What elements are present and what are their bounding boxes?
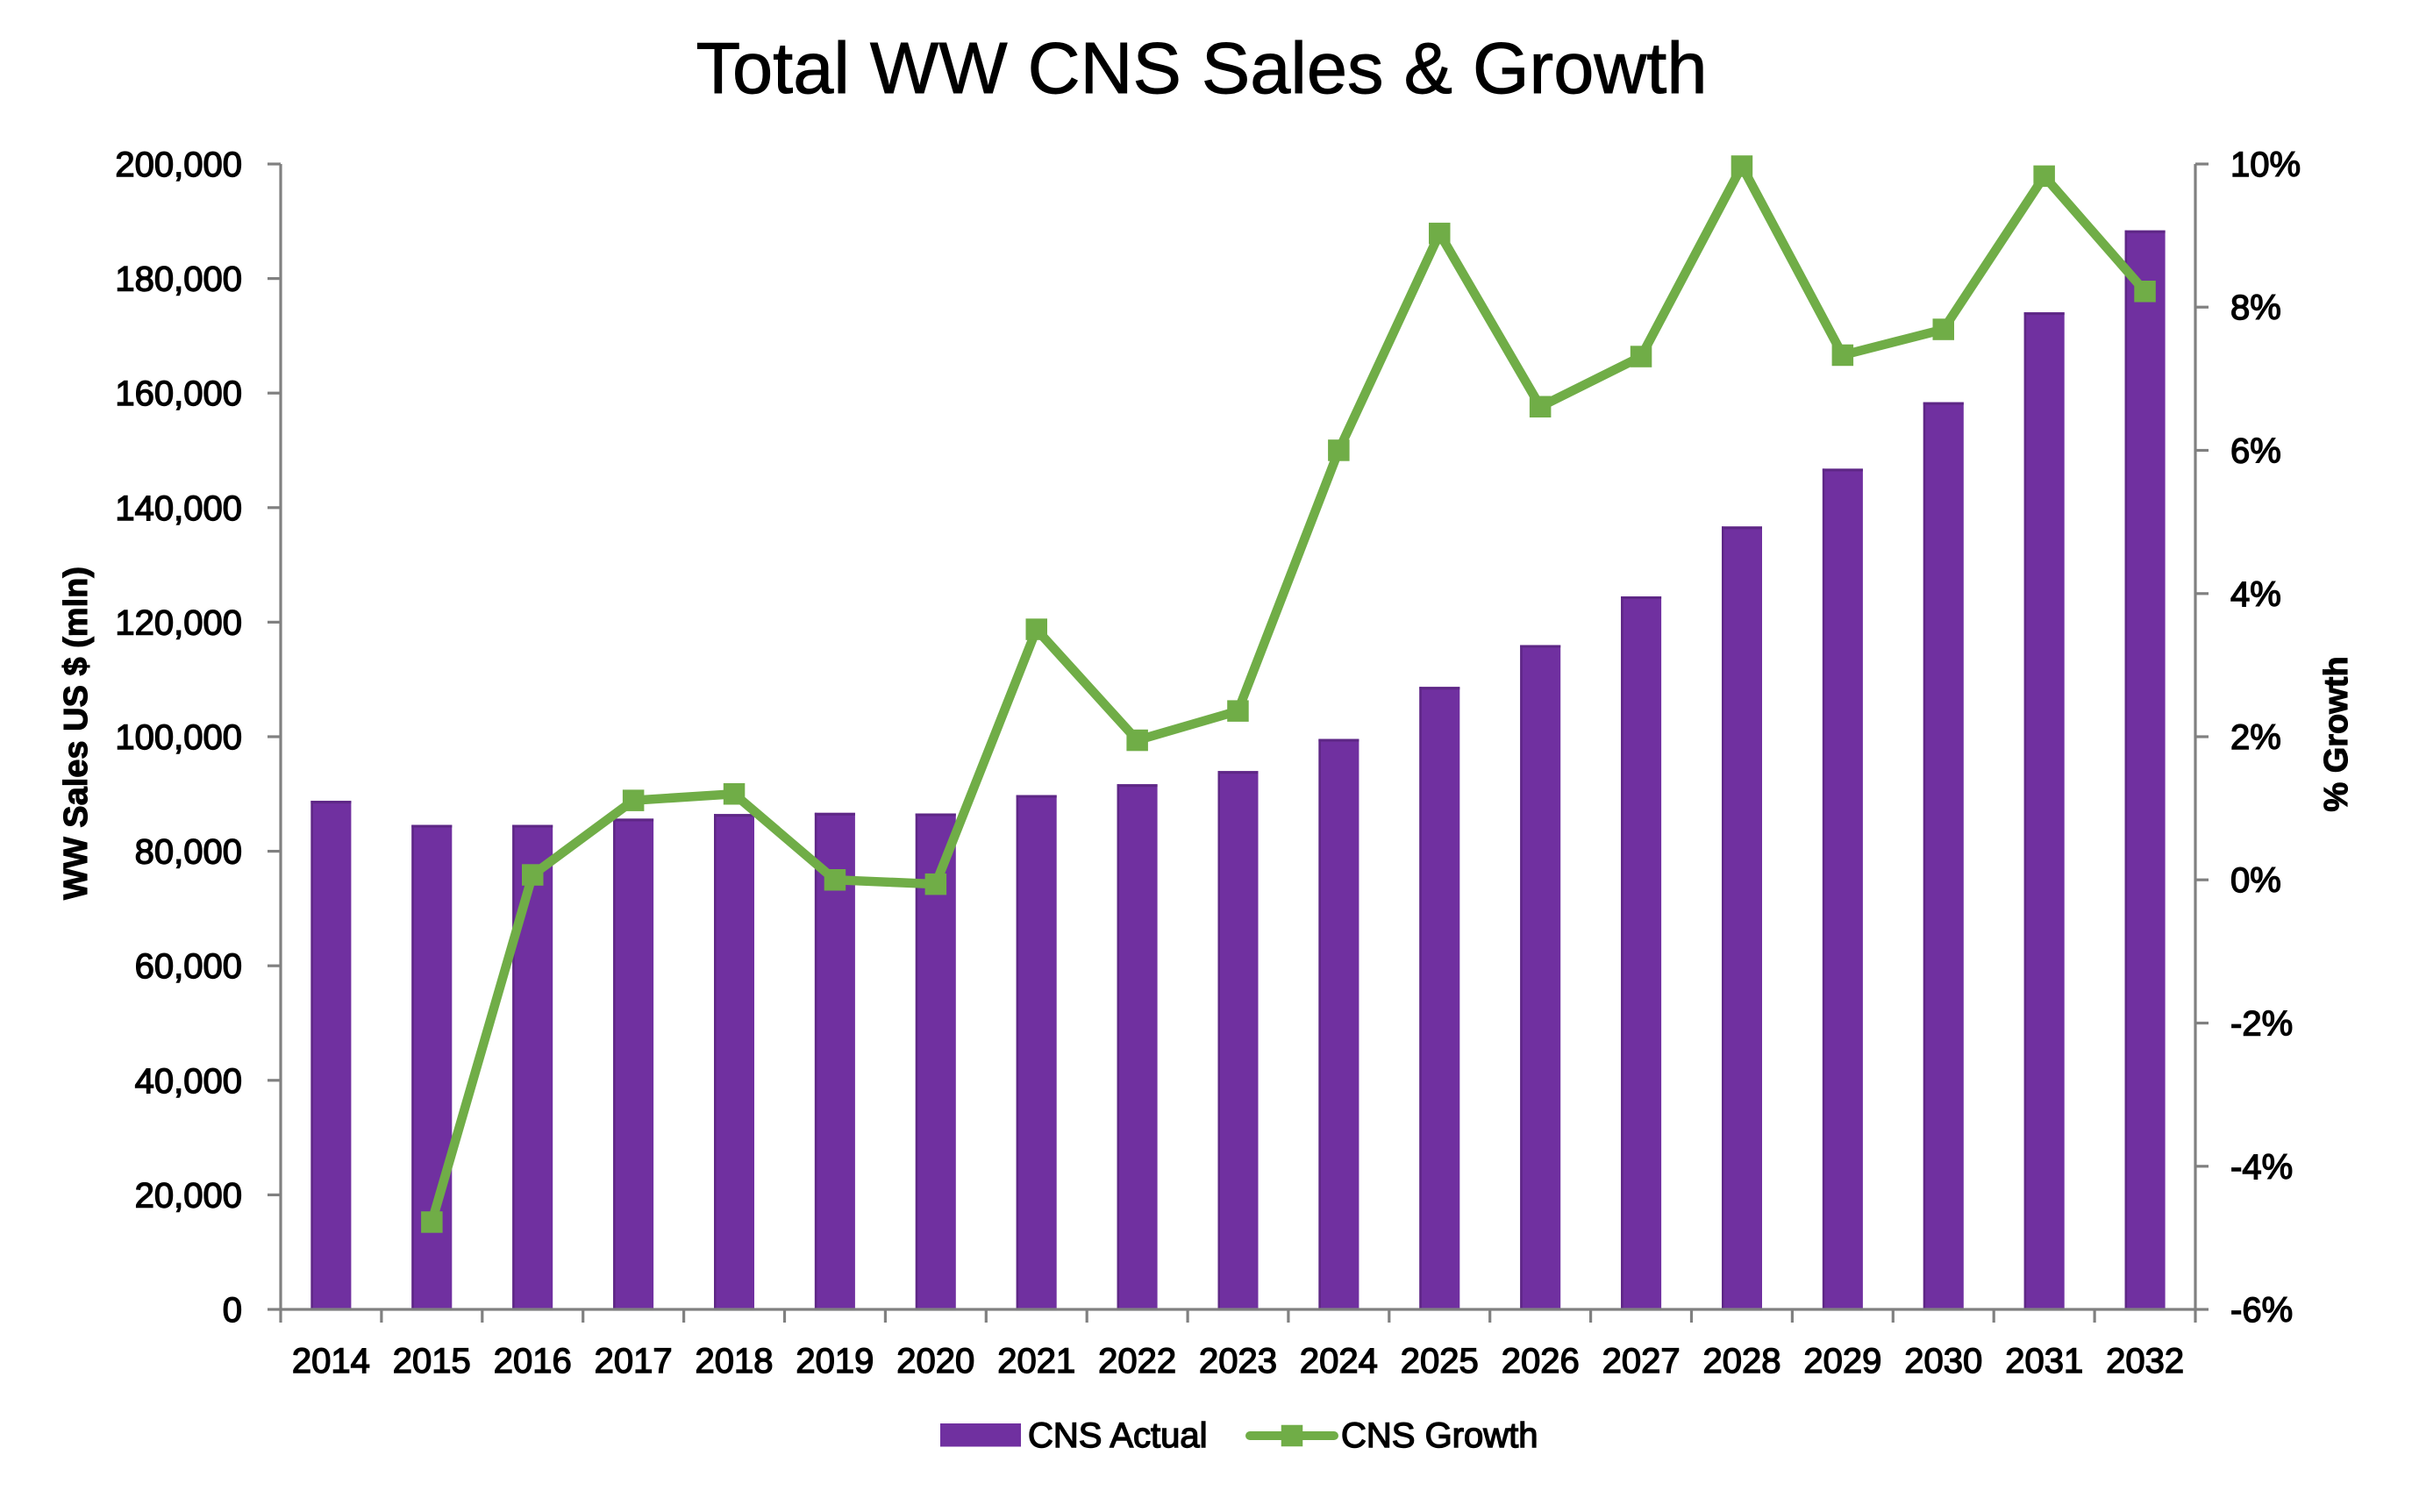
svg-text:140,000: 140,000: [115, 489, 242, 528]
svg-text:120,000: 120,000: [115, 603, 242, 642]
svg-text:2019: 2019: [796, 1342, 874, 1380]
svg-text:2029: 2029: [1803, 1342, 1881, 1380]
svg-text:CNS Actual: CNS Actual: [1028, 1416, 1208, 1455]
svg-text:2014: 2014: [292, 1342, 370, 1380]
svg-text:40,000: 40,000: [135, 1062, 242, 1101]
svg-text:CNS Growth: CNS Growth: [1341, 1416, 1538, 1455]
svg-text:Total WW CNS Sales & Growth: Total WW CNS Sales & Growth: [696, 27, 1707, 109]
svg-text:4%: 4%: [2230, 575, 2281, 614]
svg-text:2025: 2025: [1401, 1342, 1479, 1380]
svg-text:6%: 6%: [2230, 432, 2281, 471]
svg-text:2026: 2026: [1502, 1342, 1580, 1380]
svg-text:2017: 2017: [595, 1342, 673, 1380]
svg-text:2023: 2023: [1199, 1342, 1277, 1380]
svg-text:-2%: -2%: [2230, 1005, 2293, 1044]
svg-text:10%: 10%: [2230, 146, 2301, 184]
svg-text:60,000: 60,000: [135, 947, 242, 986]
svg-text:160,000: 160,000: [115, 374, 242, 413]
svg-text:2028: 2028: [1703, 1342, 1781, 1380]
svg-text:2030: 2030: [1904, 1342, 1982, 1380]
svg-text:-4%: -4%: [2230, 1148, 2293, 1187]
svg-text:% Growth: % Growth: [2318, 656, 2355, 811]
svg-text:2016: 2016: [494, 1342, 572, 1380]
svg-text:2027: 2027: [1602, 1342, 1681, 1380]
svg-text:2031: 2031: [2005, 1342, 2083, 1380]
svg-text:180,000: 180,000: [115, 260, 242, 299]
svg-text:100,000: 100,000: [115, 718, 242, 757]
svg-text:0: 0: [223, 1291, 242, 1330]
svg-text:2032: 2032: [2106, 1342, 2184, 1380]
svg-text:2020: 2020: [896, 1342, 974, 1380]
svg-text:2024: 2024: [1300, 1342, 1378, 1380]
svg-text:2%: 2%: [2230, 718, 2281, 757]
svg-text:200,000: 200,000: [115, 146, 242, 184]
svg-text:0%: 0%: [2230, 861, 2281, 900]
svg-text:2015: 2015: [393, 1342, 471, 1380]
svg-text:WW Sales US $ (mln): WW Sales US $ (mln): [58, 567, 95, 900]
svg-text:-6%: -6%: [2230, 1291, 2293, 1330]
svg-text:2018: 2018: [696, 1342, 774, 1380]
svg-text:2022: 2022: [1098, 1342, 1176, 1380]
svg-text:80,000: 80,000: [135, 833, 242, 872]
svg-text:20,000: 20,000: [135, 1176, 242, 1215]
svg-text:2021: 2021: [997, 1342, 1075, 1380]
svg-text:8%: 8%: [2230, 289, 2281, 327]
